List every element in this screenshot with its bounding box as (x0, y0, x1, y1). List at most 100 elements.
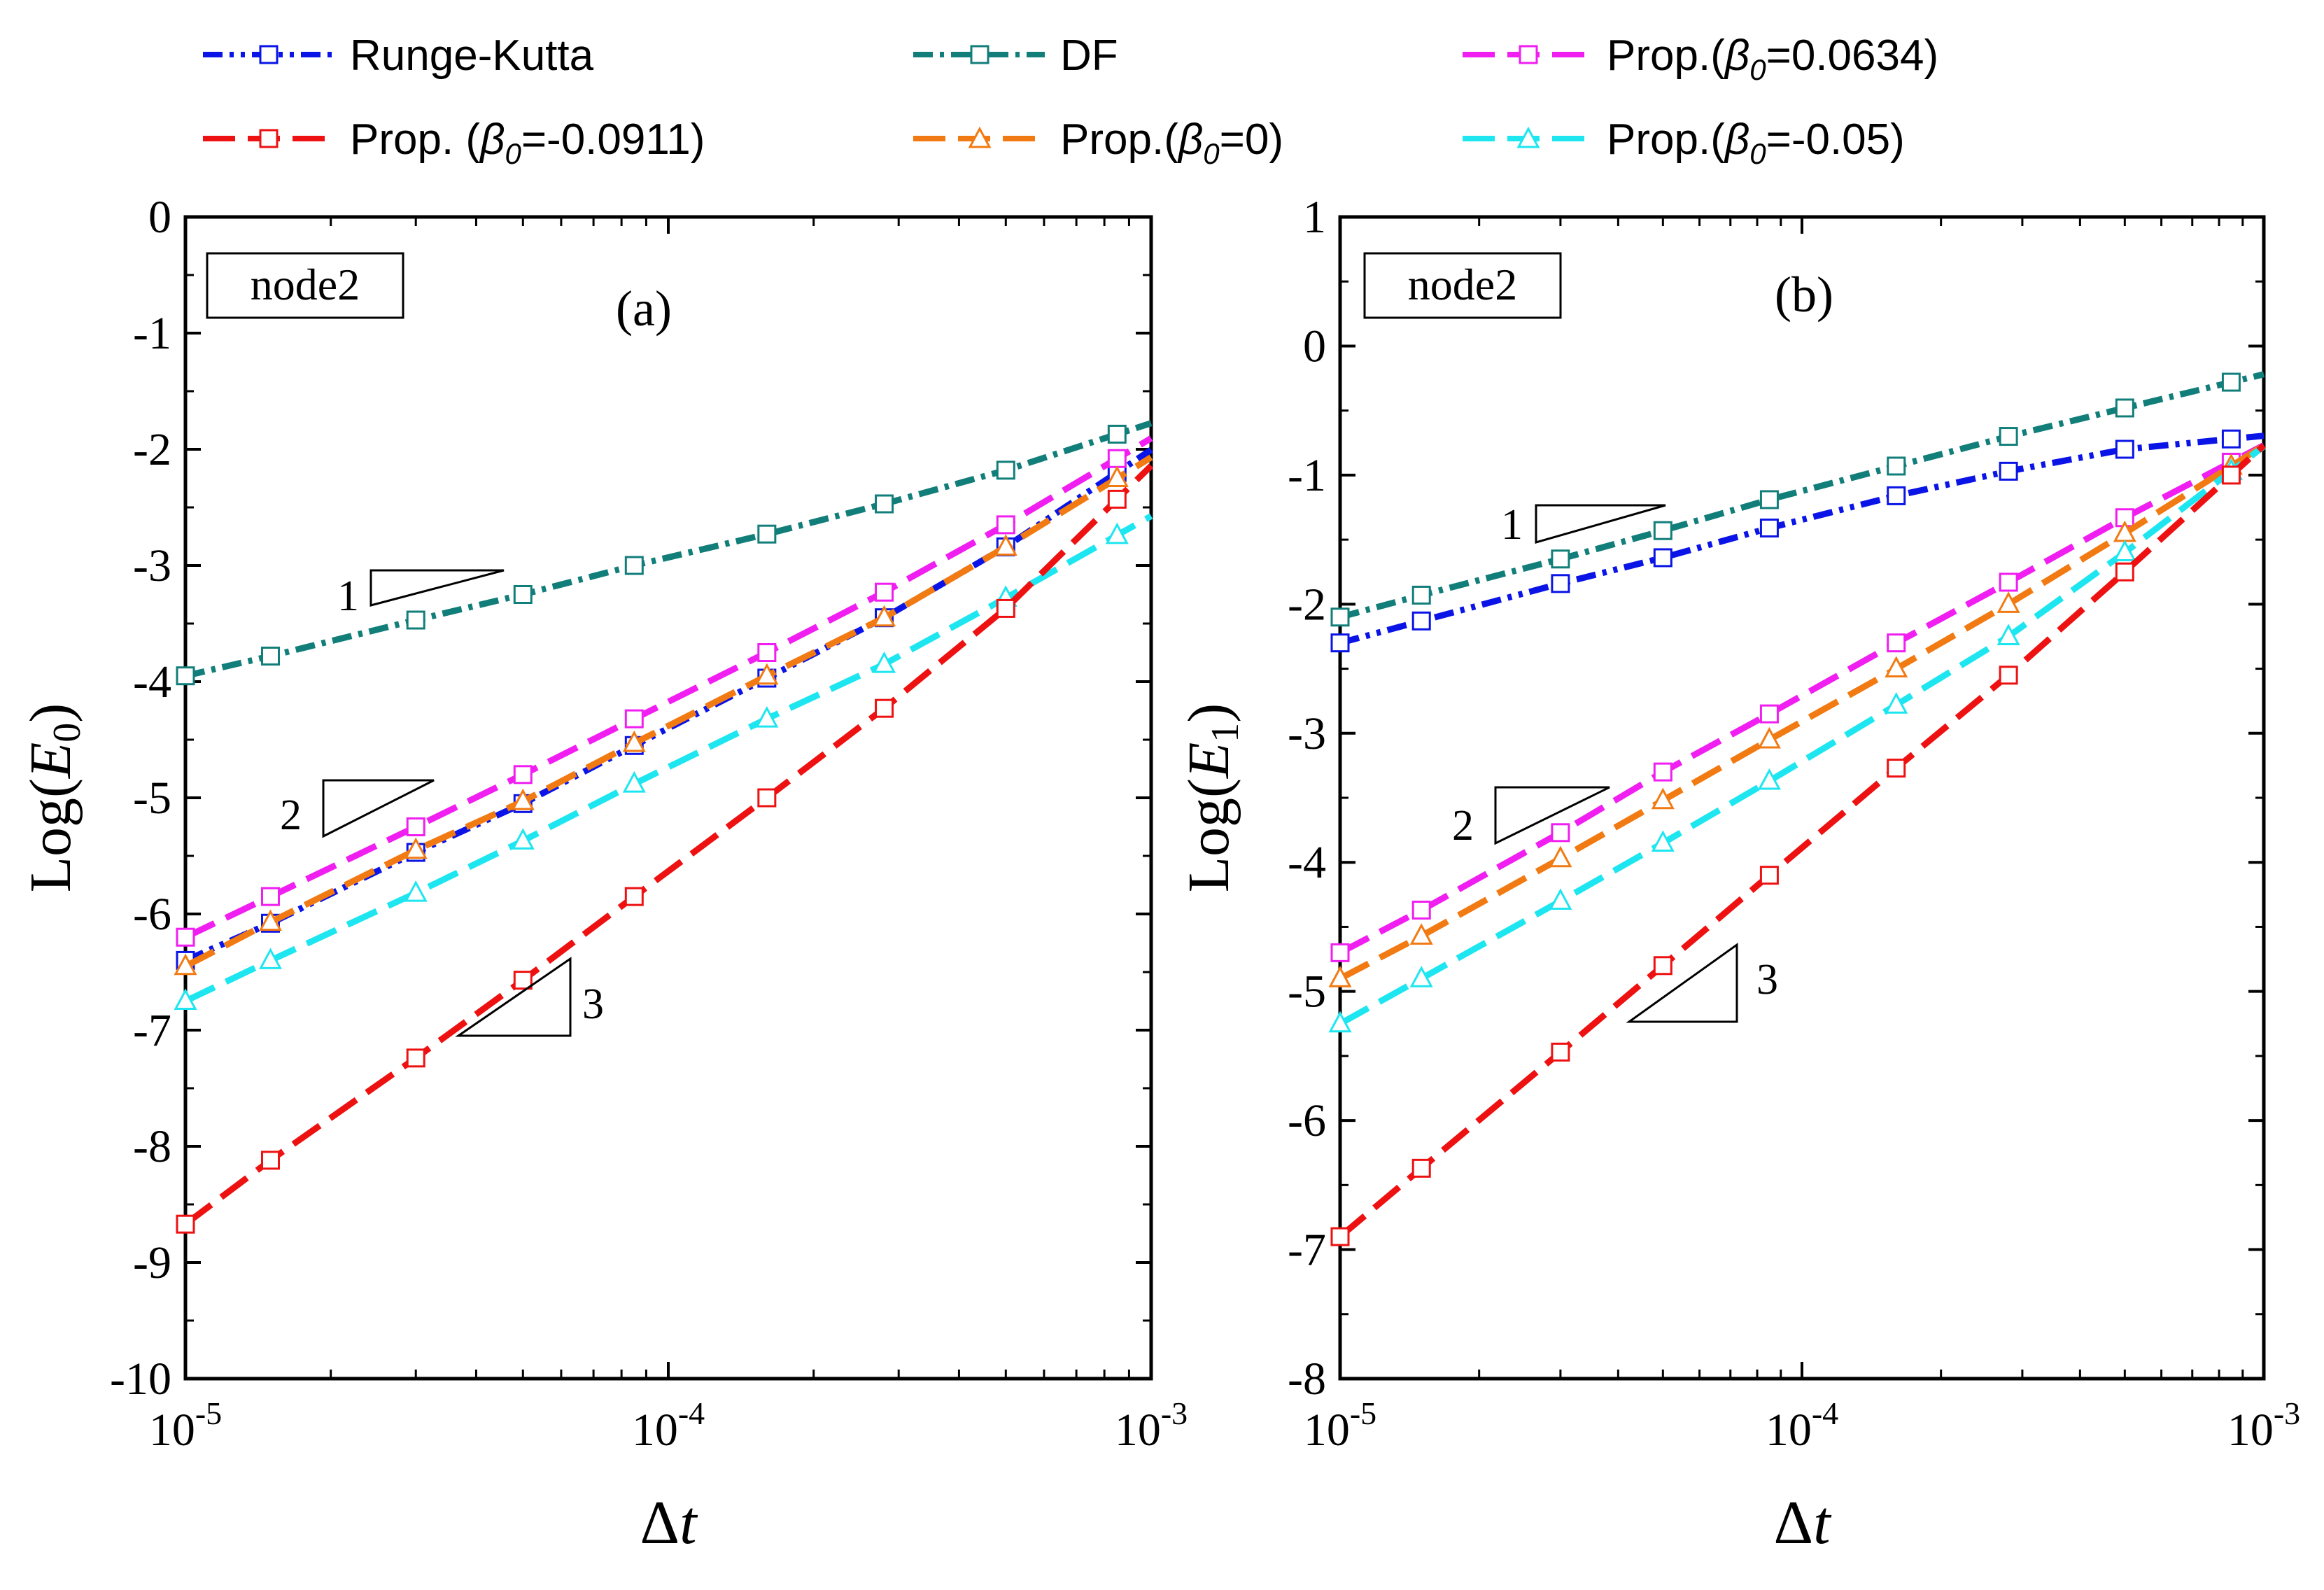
panel-a-ytick-label: -6 (133, 889, 171, 940)
panel-a-slope-triangle-2 (322, 779, 435, 838)
legend-marker-df (970, 45, 990, 64)
panel-a-series-prop-0-0-05-point (258, 948, 283, 969)
panel-b-series-df-line (1339, 371, 2265, 621)
panel-a-slope-label-3: 3 (582, 980, 604, 1028)
legend-item-prop-neg05: Prop.(β0=-0.05) (1463, 115, 1905, 170)
panel-a-node-box (206, 252, 404, 319)
panel-a-series-prop-0-0-0634-point (406, 817, 425, 836)
panel-b-xtick-label: 10-5 (1304, 1395, 1376, 1456)
legend-label-prop-0634: Prop.(β0=0.0634) (1607, 31, 1938, 86)
panel-b-series-df-point (1330, 607, 1350, 627)
panel-a-series-prop-0-0-05-point (622, 771, 646, 793)
panel-a-xtick-label: 10-4 (632, 1395, 705, 1456)
panel-a-series-df-line (184, 420, 1153, 680)
panel-b-series-df-point (1887, 456, 1906, 476)
panel-b-series-prop-0-0-0911-point (1759, 866, 1779, 885)
panel-a-series-prop-0-0-point (258, 909, 283, 931)
panel-b-series-prop-0-0-05-point (1757, 768, 1781, 790)
panel-b-frame (1338, 215, 2266, 1381)
panel-b-series-df-point (2115, 398, 2134, 418)
panel-b-series-prop-0-0-0634-point (1653, 762, 1672, 782)
panel-a-xlabel: Δt (640, 1489, 698, 1557)
panel-a-series-prop-0-0-point (873, 605, 896, 627)
legend-marker-prop-0 (968, 126, 992, 148)
panel-a-series-prop-0-0-0911-point (513, 971, 533, 990)
legend-marker-runge-kutta (259, 45, 279, 64)
panel-b-series-prop-0-0-0634-point (1330, 943, 1350, 962)
panel-b-ytick-label: -2 (1288, 579, 1326, 630)
panel-b-xticks: 10-5 10-4 10-3 (1304, 217, 2300, 1456)
panel-a-series-prop-0-0-point (1105, 465, 1129, 487)
panel-a-slope-label-1: 1 (337, 572, 359, 620)
panel-b-series-prop-0-0-0634-point (1411, 900, 1431, 920)
legend-label-prop-neg0911: Prop. (β0=-0.0911) (350, 115, 705, 170)
panel-b-series-df-point (1999, 427, 2018, 446)
panel-b: 1 0 -1 -2 -3 -4 -5 -6 -7 -8 10-5 10-4 10-3 node2 (b… (1176, 192, 2300, 1557)
legend-label-df: DF (1060, 31, 1118, 80)
legend-item-runge-kutta: Runge-Kutta (203, 31, 594, 80)
legend-marker-prop-0634 (1519, 45, 1538, 64)
panel-a-series-prop-0-0-0911-point (261, 1151, 281, 1170)
panel-b-series-prop-0-0-0634-point (1999, 572, 2018, 592)
legend-item-prop-0: Prop.(β0=0) (913, 115, 1283, 170)
panel-a-series-prop-0-0-0634-point (176, 927, 195, 947)
panel-a-series-prop-0-0-0634-point (757, 643, 777, 662)
panel-b-ytick-label: 0 (1303, 321, 1326, 372)
legend-label-prop-0: Prop.(β0=0) (1060, 115, 1283, 170)
panel-a: 0 -1 -2 -3 -4 -5 -6 -7 -8 -9 -10 10-5 10-4 10-3 node… (18, 192, 1188, 1557)
panel-b-node-box (1363, 252, 1562, 319)
panel-b-xlabel: Δt (1773, 1489, 1832, 1557)
panel-b-xtick-label: 10-3 (2227, 1395, 2300, 1456)
panel-b-series-prop-0-0-05-point (2113, 540, 2136, 562)
panel-a-xtick-label: 10-5 (149, 1395, 222, 1456)
panel-a-series-prop-0-0-point (755, 663, 779, 685)
panel-b-series-runge-kutta-point (1411, 611, 1431, 631)
panel-a-ytick-label: -10 (110, 1353, 171, 1405)
panel-a-series-df-point (996, 460, 1015, 480)
panel-b-series-prop-0-0-0911-point (1887, 759, 1906, 778)
panel-a-series-prop-0-0-0634-line (184, 435, 1153, 941)
panel-b-ytick-label: -1 (1288, 450, 1326, 501)
panel-a-series-prop-0-0-0911-point (176, 1214, 195, 1234)
panel-b-series-runge-kutta-point (1887, 486, 1906, 505)
panel-a-node-label: node2 (251, 260, 360, 309)
panel-b-slope-label-1: 1 (1501, 501, 1523, 549)
panel-a-frame (183, 215, 1153, 1381)
panel-b-slope-label-2: 2 (1452, 802, 1474, 850)
panel-a-series-prop-0-0-0911-point (996, 598, 1015, 618)
panel-b-series-runge-kutta-point (2221, 429, 2241, 449)
panel-a-series-prop-0-0-point (511, 788, 535, 810)
panel-a-slope-triangle-3 (455, 957, 572, 1037)
panel-a-ytick-label: -5 (133, 773, 171, 824)
panel-b-yticks: 1 0 -1 -2 -3 -4 -5 -6 -7 -8 (1288, 192, 2264, 1405)
panel-a-series-prop-0-0-point (622, 730, 646, 752)
panel-b-series (1328, 371, 2267, 1246)
panel-a-ytick-label: 0 (148, 192, 171, 243)
panel-a-series-prop-0-0-0634-point (513, 765, 533, 785)
panel-b-series-runge-kutta-point (1330, 633, 1350, 653)
panel-b-series-prop-0-0-05-point (1549, 888, 1572, 910)
panel-b-series-prop-0-0-point (1409, 923, 1433, 945)
panel-a-ytick-label: -3 (133, 540, 171, 591)
panel-a-ytick-label: -8 (133, 1121, 171, 1172)
panel-b-series-prop-0-0-point (1885, 656, 1908, 678)
panel-b-series-prop-0-0-0911-point (1330, 1227, 1350, 1246)
panel-a-slope-label-2: 2 (280, 792, 302, 839)
panel-a-ytick-label: -7 (133, 1005, 171, 1056)
panel-b-series-prop-0-0-point (1328, 966, 1352, 987)
panel-a-ytick-label: -1 (133, 308, 171, 359)
panel-b-series-prop-0-0-0911-point (1999, 666, 2018, 685)
legend-item-prop-0634: Prop.(β0=0.0634) (1463, 31, 1938, 86)
panel-a-series-prop-0-0-05-point (174, 988, 197, 1010)
panel-b-slope-triangle-3 (1626, 943, 1738, 1023)
panel-b-series-prop-0-0-0634-point (1551, 823, 1570, 843)
panel-a-series-df-point (875, 494, 894, 514)
panel-a-series-prop-0-0-05-point (873, 651, 896, 673)
panel-a-xticks: 10-5 10-4 10-3 (149, 217, 1188, 1456)
legend-marker-prop-neg05 (1516, 126, 1540, 148)
legend-label-runge-kutta: Runge-Kutta (350, 31, 594, 80)
panel-b-series-runge-kutta-point (1999, 461, 2018, 481)
panel-a-series-prop-0-0-0911-point (875, 698, 894, 718)
panel-a-series-prop-0-0-05-point (755, 705, 779, 728)
